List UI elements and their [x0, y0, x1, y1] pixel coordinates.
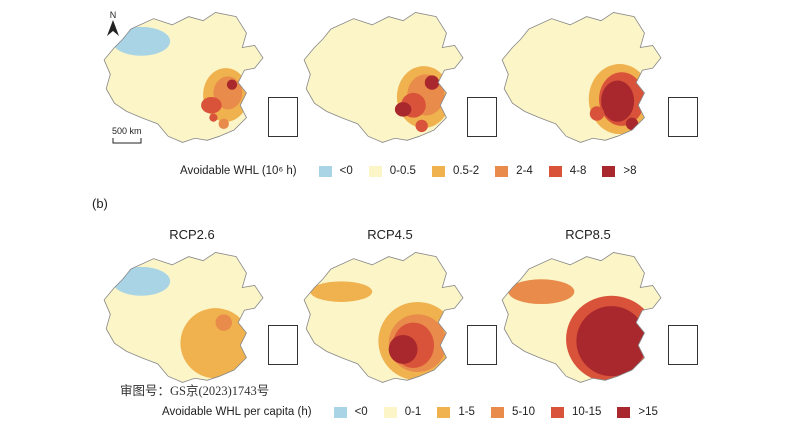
inset-south-china-sea-a1 [268, 97, 298, 137]
map-approval-number: 审图号：GS京(2023)1743号 [120, 384, 270, 398]
north-arrow: N [106, 10, 120, 38]
legend-swatch [548, 165, 562, 177]
inset-south-china-sea-b2 [467, 325, 497, 365]
legend-b-item: 10-15 [550, 406, 601, 418]
map-b-rcp45 [303, 251, 464, 383]
legend-a-title: Avoidable WHL (10⁶ h) [180, 165, 297, 177]
title-rcp45: RCP4.5 [367, 227, 413, 242]
legend-a-item: <0 [318, 165, 353, 177]
legend-swatch [550, 406, 564, 418]
legend-swatch [617, 406, 631, 418]
map-a-rcp45 [303, 11, 464, 143]
legend-swatch [490, 406, 504, 418]
scale-label: 500 km [112, 126, 142, 136]
legend-swatch [318, 165, 332, 177]
legend-a-item: 2-4 [495, 165, 533, 177]
legend-b-item: >15 [617, 406, 658, 418]
legend-swatch [437, 406, 451, 418]
scale-bar: 500 km [112, 126, 142, 146]
title-rcp26: RCP2.6 [169, 227, 215, 242]
legend-swatch [602, 165, 616, 177]
inset-south-china-sea-b1 [268, 325, 298, 365]
legend-swatch [333, 406, 347, 418]
scale-bar-icon [112, 138, 142, 144]
legend-b-item: <0 [333, 406, 368, 418]
legend-swatch [383, 406, 397, 418]
legend-a-item: >8 [602, 165, 637, 177]
inset-south-china-sea-a3 [668, 97, 698, 137]
north-arrow-icon [107, 20, 119, 36]
panel-b-label: (b) [92, 196, 108, 211]
inset-south-china-sea-b3 [668, 325, 698, 365]
north-label: N [109, 10, 117, 20]
map-a-rcp85 [501, 11, 662, 143]
inset-south-china-sea-a2 [467, 97, 497, 137]
legend-b-item: 5-10 [490, 406, 535, 418]
legend-a-item: 0-0.5 [368, 165, 416, 177]
legend-swatch [495, 165, 509, 177]
legend-b-title: Avoidable WHL per capita (h) [162, 406, 312, 418]
map-b-rcp85 [501, 251, 662, 383]
legend-b: Avoidable WHL per capita (h) <0 0-1 1-5 … [162, 406, 674, 418]
legend-a: Avoidable WHL (10⁶ h) <0 0-0.5 0.5-2 2-4… [180, 165, 653, 177]
legend-swatch [368, 165, 382, 177]
map-a-rcp26 [103, 11, 264, 143]
legend-a-item: 4-8 [548, 165, 586, 177]
map-b-rcp26 [103, 251, 264, 383]
legend-b-item: 1-5 [437, 406, 475, 418]
legend-swatch [431, 165, 445, 177]
title-rcp85: RCP8.5 [565, 227, 611, 242]
legend-a-item: 0.5-2 [431, 165, 479, 177]
legend-b-item: 0-1 [383, 406, 421, 418]
